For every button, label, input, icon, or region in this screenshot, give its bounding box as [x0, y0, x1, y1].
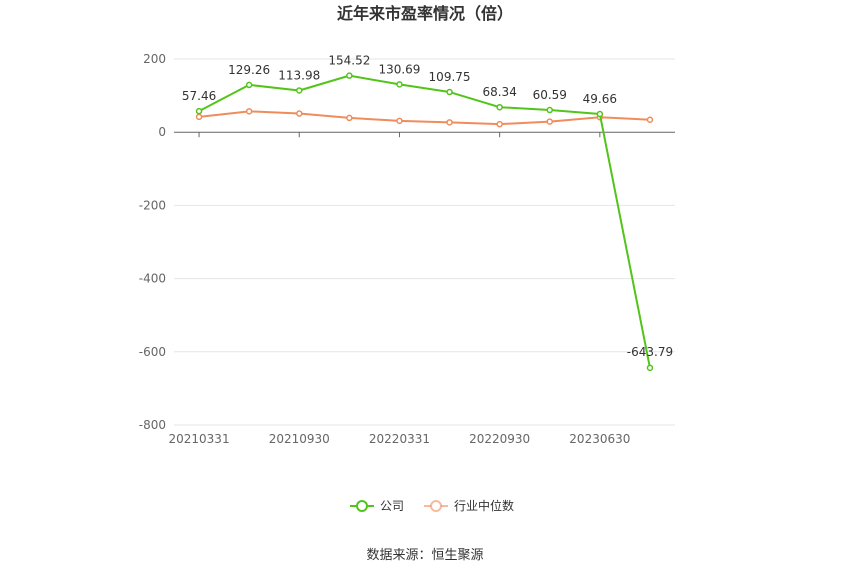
data-label: 68.34: [482, 85, 516, 99]
y-tick-label: -400: [139, 272, 166, 286]
chart-title: 近年来市盈率情况（倍）: [337, 4, 513, 23]
data-point: [195, 107, 203, 115]
data-label: -643.79: [627, 345, 673, 359]
data-label: 49.66: [583, 92, 617, 106]
data-label: 60.59: [533, 88, 567, 102]
data-point: [195, 113, 203, 121]
legend[interactable]: 公司 行业中位数: [350, 498, 514, 513]
data-point: [646, 116, 654, 124]
data-point: [245, 81, 253, 89]
data-point: [496, 120, 503, 128]
data-point: [346, 72, 353, 79]
legend-item-1[interactable]: 行业中位数: [424, 498, 514, 513]
data-point: [596, 110, 604, 118]
legend-label: 行业中位数: [454, 498, 514, 513]
y-tick-label: -600: [139, 345, 166, 359]
data-point: [396, 81, 403, 88]
legend-marker: [430, 500, 442, 512]
data-label: 130.69: [378, 62, 420, 76]
data-point: [546, 118, 553, 125]
y-tick-label: 200: [143, 52, 166, 66]
series-line-1: [198, 110, 651, 126]
data-point: [245, 108, 253, 115]
data-point: [446, 88, 453, 96]
data-point: [396, 117, 403, 125]
data-labels: 57.46 129.26 113.98 154.52 130.69 109.75 68.34…: [182, 54, 673, 359]
data-point: [296, 110, 303, 117]
series-lines: [195, 72, 654, 372]
x-tick-label: 20210930: [269, 432, 330, 446]
legend-marker: [356, 500, 368, 512]
data-label: 113.98: [278, 68, 320, 82]
data-label: 109.75: [429, 70, 471, 84]
grid-lines: [174, 58, 675, 426]
data-point: [346, 114, 353, 122]
x-tick-label: 20220331: [369, 432, 430, 446]
data-label: 154.52: [328, 54, 370, 68]
legend-item-0[interactable]: 公司: [350, 499, 404, 513]
y-tick-label: -200: [139, 198, 166, 212]
y-tick-label: -800: [139, 418, 166, 432]
data-label: 129.26: [228, 63, 270, 77]
x-tick-label: 20220930: [469, 432, 530, 446]
series-line-0: [198, 74, 651, 369]
legend-label: 公司: [380, 499, 404, 513]
source-note: 数据来源：恒生聚源: [366, 548, 483, 563]
data-point: [546, 106, 553, 114]
x-tick-label: 20230630: [569, 432, 630, 446]
data-point: [646, 364, 654, 372]
y-tick-label: 0: [158, 125, 166, 139]
x-tick-label: 20210331: [169, 432, 230, 446]
data-point: [446, 119, 453, 126]
data-point: [296, 87, 303, 94]
data-label: 57.46: [182, 89, 216, 103]
data-point: [496, 103, 503, 111]
